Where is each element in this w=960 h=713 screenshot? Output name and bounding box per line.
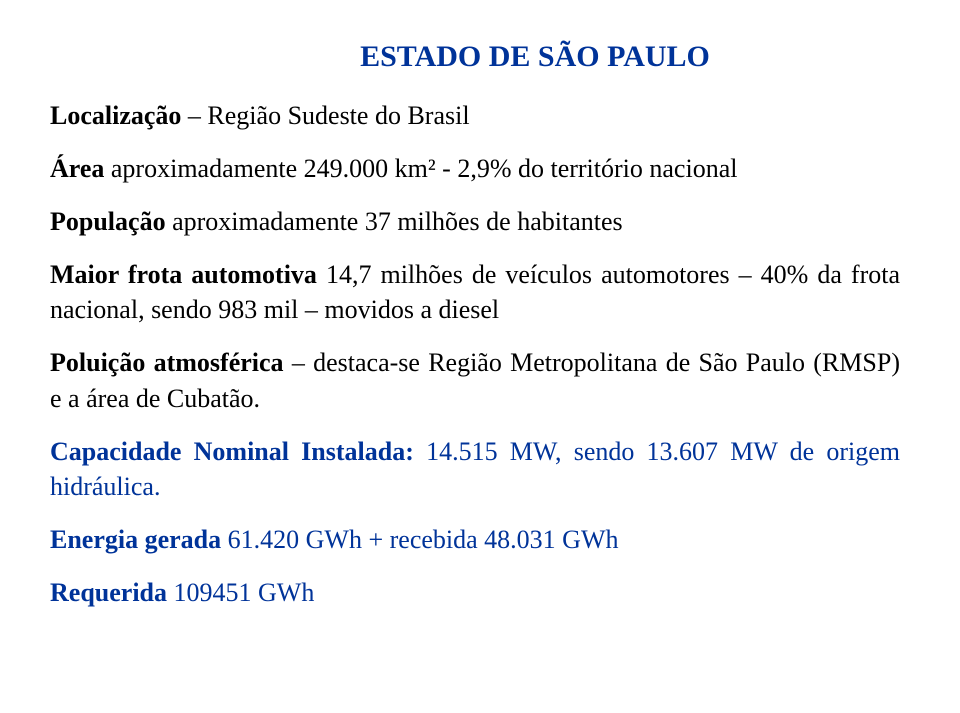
label-frota: Maior frota automotiva — [50, 260, 317, 289]
paragraph-frota: Maior frota automotiva 14,7 milhões de v… — [50, 257, 900, 327]
value-area: aproximadamente 249.000 km² - 2,9% do te… — [104, 154, 737, 183]
document-title: ESTADO DE SÃO PAULO — [170, 40, 900, 74]
paragraph-capacidade: Capacidade Nominal Instalada: 14.515 MW,… — [50, 434, 900, 504]
paragraph-poluicao: Poluição atmosférica – destaca-se Região… — [50, 345, 900, 415]
label-energia: Energia gerada — [50, 525, 221, 554]
paragraph-requerida: Requerida 109451 GWh — [50, 575, 900, 610]
paragraph-populacao: População aproximadamente 37 milhões de … — [50, 204, 900, 239]
label-localizacao: Localização — [50, 101, 181, 130]
paragraph-energia: Energia gerada 61.420 GWh + recebida 48.… — [50, 522, 900, 557]
value-requerida: 109451 GWh — [167, 578, 314, 607]
paragraph-localizacao: Localização – Região Sudeste do Brasil — [50, 98, 900, 133]
label-poluicao: Poluição atmosférica — [50, 348, 284, 377]
paragraph-area: Área aproximadamente 249.000 km² - 2,9% … — [50, 151, 900, 186]
label-capacidade: Capacidade Nominal Instalada: — [50, 437, 414, 466]
label-area: Área — [50, 154, 104, 183]
value-energia: 61.420 GWh + recebida 48.031 GWh — [221, 525, 618, 554]
label-populacao: População — [50, 207, 166, 236]
label-requerida: Requerida — [50, 578, 167, 607]
value-localizacao: – Região Sudeste do Brasil — [181, 101, 469, 130]
value-populacao: aproximadamente 37 milhões de habitantes — [166, 207, 623, 236]
